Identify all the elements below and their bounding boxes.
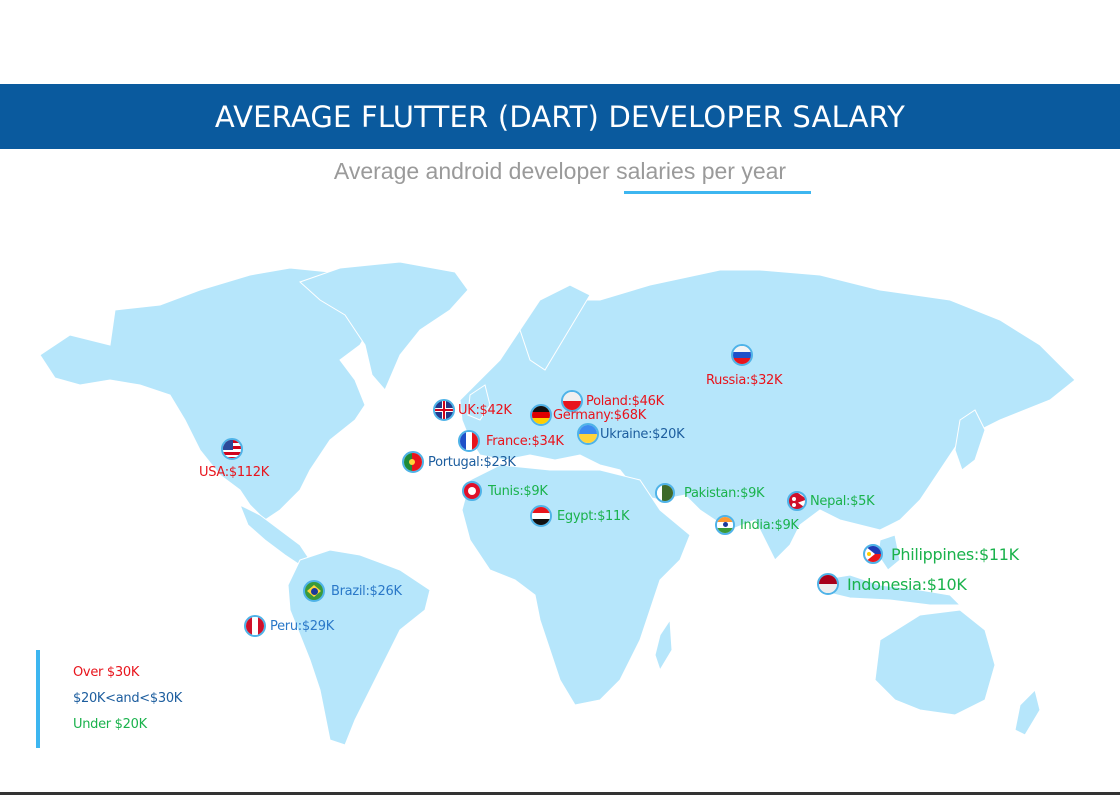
- germany-flag-icon: [530, 404, 552, 426]
- label-nepal: Nepal:$5K: [810, 493, 875, 509]
- scandinavia: [519, 284, 591, 371]
- marker-russia[interactable]: [731, 344, 753, 366]
- marker-france[interactable]: France:$34K: [458, 430, 564, 452]
- philippines-flag-icon: [863, 544, 883, 564]
- marker-usa[interactable]: [221, 438, 243, 460]
- label-france: France:$34K: [486, 433, 564, 449]
- page-title: AVERAGE FLUTTER (DART) DEVELOPER SALARY: [214, 99, 906, 134]
- label-poland: Poland:$46K: [586, 393, 664, 409]
- bottom-divider: [0, 792, 1120, 795]
- label-brazil: Brazil:$26K: [331, 583, 402, 599]
- eurasia: [459, 269, 1076, 561]
- usa-flag-icon: [221, 438, 243, 460]
- salary-legend: Over $30K $20K<and<$30K Under $20K: [36, 650, 182, 748]
- legend-under-20k: Under $20K: [73, 717, 147, 732]
- new-zealand: [1014, 689, 1041, 736]
- label-portugal: Portugal:$23K: [428, 454, 516, 470]
- label-germany: Germany:$68K: [553, 407, 646, 423]
- label-pakistan: Pakistan:$9K: [684, 485, 765, 501]
- legend-20k-30k: $20K<and<$30K: [73, 691, 183, 706]
- marker-brazil[interactable]: Brazil:$26K: [303, 580, 402, 602]
- japan: [954, 409, 986, 471]
- label-usa: USA:$112K: [199, 465, 269, 480]
- peru-flag-icon: [244, 615, 266, 637]
- marker-uk[interactable]: UK:$42K: [433, 399, 512, 421]
- greenland: [299, 261, 469, 391]
- pakistan-flag-icon: [655, 483, 675, 503]
- marker-portugal[interactable]: Portugal:$23K: [402, 451, 516, 473]
- marker-peru[interactable]: Peru:$29K: [244, 615, 334, 637]
- india-flag-icon: [715, 515, 735, 535]
- marker-poland[interactable]: Poland:$46K: [561, 390, 664, 412]
- portugal-flag-icon: [402, 451, 424, 473]
- russia-flag-icon: [731, 344, 753, 366]
- label-uk: UK:$42K: [458, 402, 512, 418]
- uk-island: [467, 384, 491, 421]
- label-indonesia: Indonesia:$10K: [847, 574, 967, 594]
- marker-tunis[interactable]: Tunis:$9K: [462, 481, 548, 501]
- legend-over-30k: Over $30K: [73, 665, 140, 680]
- ukraine-flag-icon: [577, 423, 599, 445]
- title-banner: AVERAGE FLUTTER (DART) DEVELOPER SALARY: [0, 84, 1120, 149]
- brazil-flag-icon: [303, 580, 325, 602]
- marker-egypt[interactable]: Egypt:$11K: [530, 505, 630, 527]
- label-philippines: Philippines:$11K: [891, 544, 1019, 564]
- label-ukraine: Ukraine:$20K: [600, 426, 685, 442]
- marker-pakistan[interactable]: Pakistan:$9K: [655, 483, 765, 503]
- tunisia-flag-icon: [462, 481, 482, 501]
- australia: [874, 609, 996, 716]
- africa: [461, 464, 691, 706]
- marker-ukraine[interactable]: Ukraine:$20K: [577, 423, 685, 445]
- uk-flag-icon: [433, 399, 455, 421]
- marker-germany[interactable]: Germany:$68K: [530, 404, 646, 426]
- label-india: India:$9K: [740, 517, 799, 533]
- label-egypt: Egypt:$11K: [557, 508, 630, 524]
- nepal-flag-icon: [787, 491, 807, 511]
- madagascar: [654, 618, 673, 672]
- indonesia-islands: [819, 574, 962, 606]
- poland-flag-icon: [561, 390, 583, 412]
- south-america: [287, 549, 431, 746]
- subtitle-underline: [624, 191, 811, 194]
- label-peru: Peru:$29K: [270, 618, 334, 634]
- subtitle: Average android developer salaries per y…: [333, 158, 787, 184]
- marker-indonesia[interactable]: Indonesia:$10K: [817, 573, 967, 595]
- central-america: [239, 503, 311, 566]
- egypt-flag-icon: [530, 505, 552, 527]
- marker-india[interactable]: India:$9K: [715, 515, 799, 535]
- north-america: [39, 267, 376, 521]
- marker-philippines[interactable]: Philippines:$11K: [863, 544, 1019, 564]
- label-tunis: Tunis:$9K: [488, 483, 548, 499]
- label-russia: Russia:$32K: [706, 373, 783, 388]
- indonesia-flag-icon: [817, 573, 839, 595]
- marker-nepal[interactable]: Nepal:$5K: [787, 491, 875, 511]
- france-flag-icon: [458, 430, 480, 452]
